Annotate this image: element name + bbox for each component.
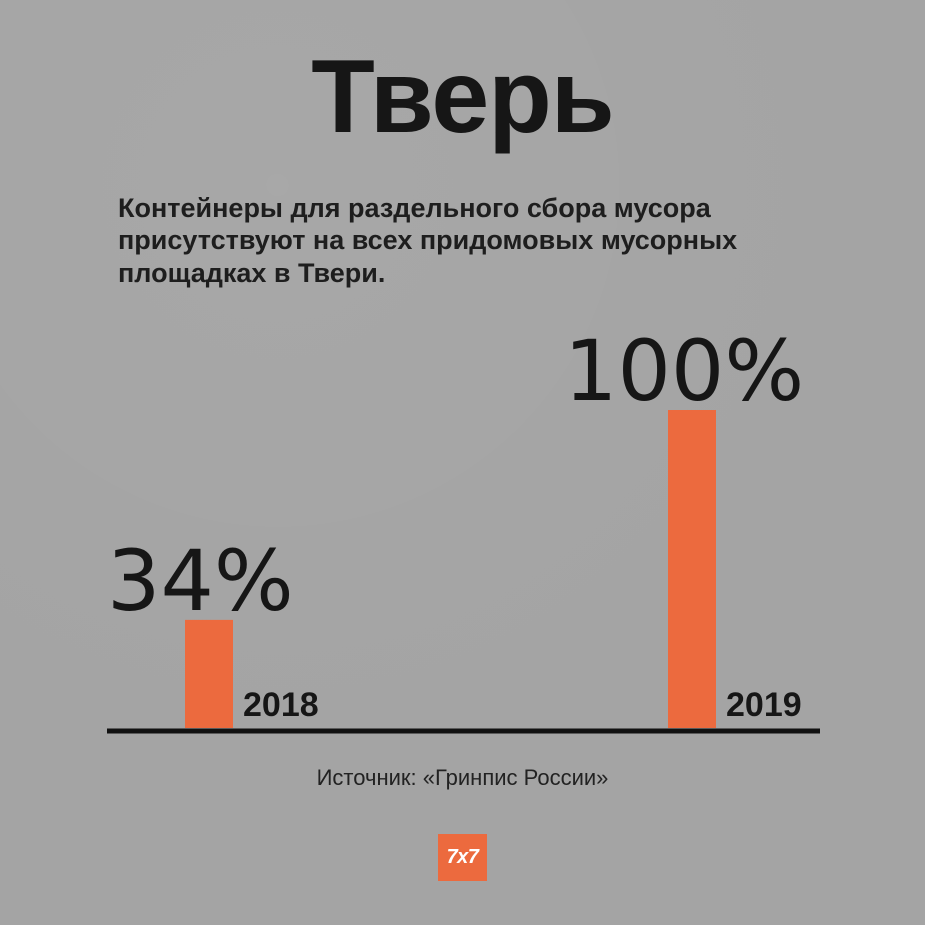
chart-subtitle: Контейнеры для раздельного сбора мусора …	[118, 193, 738, 288]
bar-2018	[185, 619, 233, 728]
page-title: Тверь	[311, 39, 614, 155]
source-note: Источник: «Гринпис России»	[316, 765, 609, 790]
value-label-2018: 34%	[107, 532, 294, 630]
chart-marks: 34% 2018 100% 2019	[107, 322, 804, 728]
value-label-2019: 100%	[564, 322, 804, 420]
bar-2019	[668, 410, 716, 728]
7x7-logo[interactable]: 7x7	[438, 834, 487, 881]
category-label-2018: 2018	[243, 686, 319, 724]
category-label-2019: 2019	[726, 686, 802, 724]
logo-text: 7x7	[446, 846, 479, 868]
